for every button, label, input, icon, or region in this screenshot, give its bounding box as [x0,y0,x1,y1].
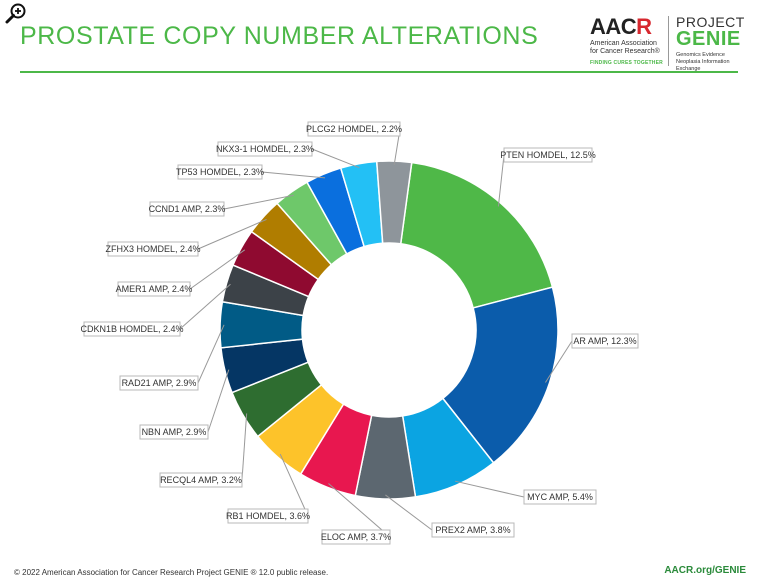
data-label-box [217,141,313,157]
data-label-box [321,529,391,545]
leader-line [328,483,391,538]
project-label: PROJECT [676,14,745,30]
data-label: CDKN1B HOMDEL, 2.4% [80,324,183,334]
leader-line [545,340,573,383]
data-label-box [139,424,209,440]
leader-line [497,154,505,207]
aacr-tagline: FINDING CURES TOGETHER [590,60,663,66]
data-label: NBN AMP, 2.9% [142,427,207,437]
genie-subtitle: Genomics Evidence Neoplasia Information … [676,52,730,72]
data-label-box [227,508,309,524]
footer-link[interactable]: AACR.org/GENIE [664,565,746,576]
data-label: ZFHX3 HOMDEL, 2.4% [105,244,200,254]
leader-line [197,219,267,250]
leader-line [385,494,433,531]
leader-line [179,283,231,330]
zoom-in-icon[interactable] [4,2,28,26]
data-label-box [523,489,597,505]
logo-group: AACR American Association for Cancer Res… [590,14,750,74]
data-label: RB1 HOMDEL, 3.6% [226,511,310,521]
leader-line [223,194,294,210]
leader-line [261,171,326,179]
data-label: PREX2 AMP, 3.8% [435,525,510,535]
leader-line [279,453,309,517]
data-label-box [107,241,199,257]
data-label: AR AMP, 12.3% [573,336,636,346]
data-label: PTEN HOMDEL, 12.5% [500,150,596,160]
copyright-text: © 2022 American Association for Cancer R… [14,568,329,577]
donut-slice-pten-homdel [399,161,554,309]
donut-slice-ar-amp [441,286,559,464]
data-label-box [149,201,225,217]
data-label-box [571,333,639,349]
data-label: ELOC AMP, 3.7% [321,532,391,542]
data-label: MYC AMP, 5.4% [527,492,593,502]
aacr-logo-main: AAC [590,14,637,39]
leader-line [311,148,360,169]
data-label-box [119,375,199,391]
data-label-box [83,321,181,337]
title-divider [20,71,738,73]
leader-line [241,413,248,481]
aacr-subtitle: American Association for Cancer Research… [590,40,660,55]
logo-divider [668,16,669,66]
data-label: RECQL4 AMP, 3.2% [160,475,242,485]
genie-logo: GENIE [676,28,741,50]
leader-line [207,369,230,433]
leader-line [189,249,246,290]
leader-line [197,324,225,384]
data-label-box [177,164,263,180]
page-title: PROSTATE COPY NUMBER ALTERATIONS [20,22,539,50]
data-label-box [503,147,593,163]
data-label-box [117,281,191,297]
data-label: RAD21 AMP, 2.9% [122,378,197,388]
data-label-box [307,121,401,137]
data-label: CCND1 AMP, 2.3% [149,204,226,214]
data-label-box [159,472,243,488]
aacr-logo-accent: R [636,14,652,39]
data-label: TP53 HOMDEL, 2.3% [176,167,264,177]
data-label: AMER1 AMP, 2.4% [116,284,193,294]
data-label: PLCG2 HOMDEL, 2.2% [306,124,402,134]
leader-line [454,480,525,498]
donut-slice-plcg2-homdel [375,160,413,245]
data-label: NKX3-1 HOMDEL, 2.3% [216,144,314,154]
aacr-logo: AACR [590,14,652,40]
data-label-box [431,522,515,538]
